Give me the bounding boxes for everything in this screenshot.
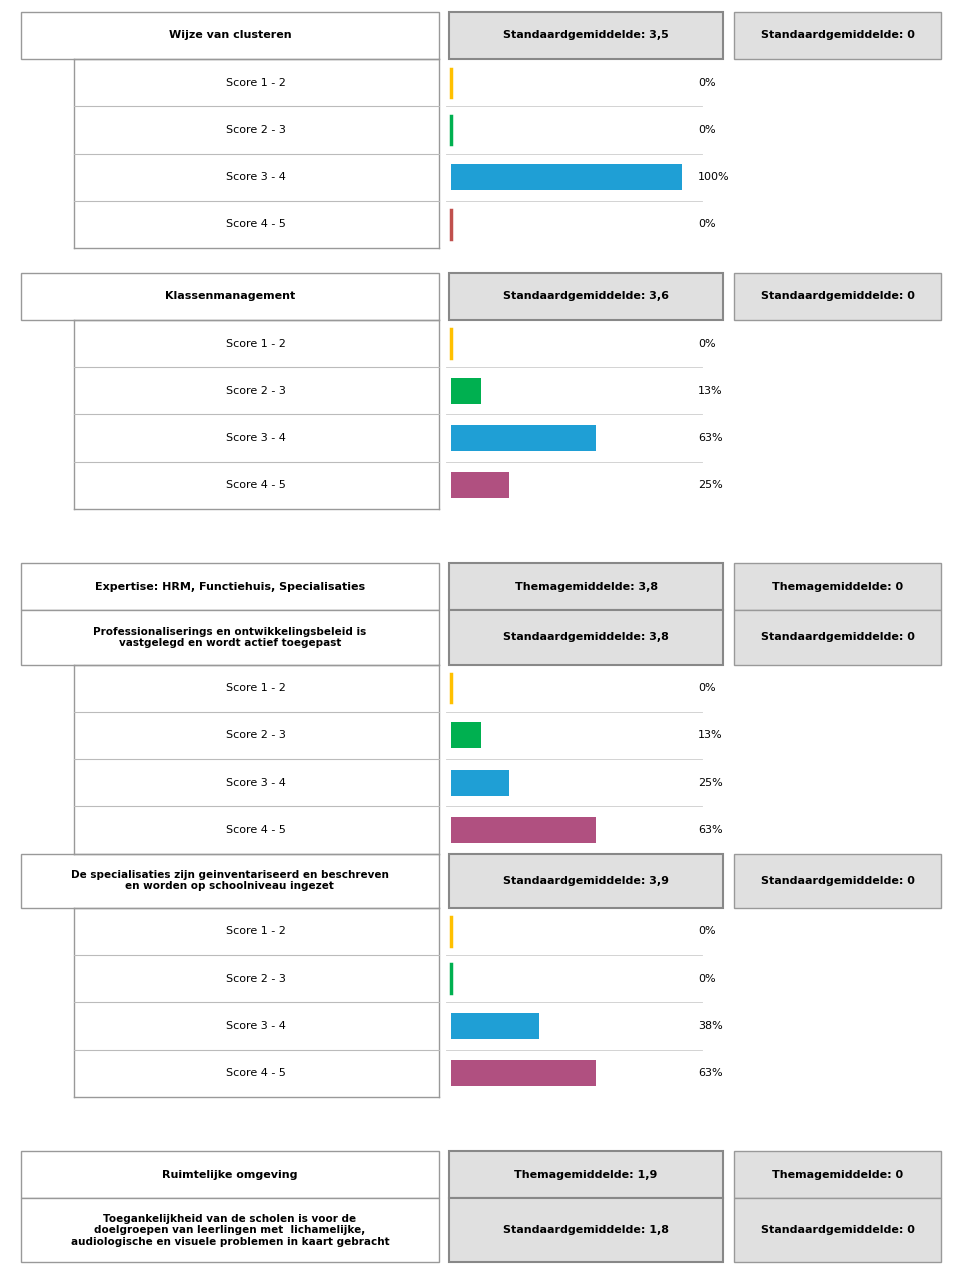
Bar	[451, 722, 481, 748]
Text: Standaardgemiddelde: 0: Standaardgemiddelde: 0	[760, 1226, 915, 1236]
Text: 0%: 0%	[698, 219, 716, 229]
Text: Expertise: HRM, Functiehuis, Specialisaties: Expertise: HRM, Functiehuis, Specialisat…	[95, 582, 365, 592]
Text: Score 3 - 4: Score 3 - 4	[227, 433, 286, 443]
Text: Standaardgemiddelde: 3,8: Standaardgemiddelde: 3,8	[503, 632, 669, 642]
Bar	[449, 1150, 723, 1198]
Bar	[451, 817, 596, 843]
Bar	[449, 273, 723, 320]
Text: Ruimtelijke omgeving: Ruimtelijke omgeving	[162, 1170, 298, 1180]
Text: Klassenmanagement: Klassenmanagement	[165, 292, 295, 302]
Bar	[449, 610, 723, 665]
Text: Standaardgemiddelde: 0: Standaardgemiddelde: 0	[760, 31, 915, 41]
Text: Toegankelijkheid van de scholen is voor de
doelgroepen van leerlingen met  licha: Toegankelijkheid van de scholen is voor …	[71, 1214, 389, 1247]
Bar	[21, 563, 439, 610]
Text: 100%: 100%	[698, 172, 730, 182]
Bar	[21, 11, 439, 59]
Bar	[449, 1198, 723, 1263]
Text: Standaardgemiddelde: 3,9: Standaardgemiddelde: 3,9	[503, 875, 669, 885]
Text: Score 3 - 4: Score 3 - 4	[227, 172, 286, 182]
Text: Standaardgemiddelde: 0: Standaardgemiddelde: 0	[760, 632, 915, 642]
Text: De specialisaties zijn geinventariseerd en beschreven
en worden op schoolniveau : De specialisaties zijn geinventariseerd …	[71, 870, 389, 892]
Text: 63%: 63%	[698, 826, 723, 834]
Text: Wijze van clusteren: Wijze van clusteren	[169, 31, 291, 41]
Bar	[451, 1060, 596, 1087]
Bar	[449, 854, 723, 908]
Text: Themagemiddelde: 0: Themagemiddelde: 0	[772, 1170, 903, 1180]
Bar	[734, 11, 941, 59]
Bar	[449, 563, 723, 610]
Text: Themagemiddelde: 0: Themagemiddelde: 0	[772, 582, 903, 592]
Text: Score 1 - 2: Score 1 - 2	[227, 926, 286, 936]
Bar	[734, 273, 941, 320]
Text: Standaardgemiddelde: 1,8: Standaardgemiddelde: 1,8	[503, 1226, 669, 1236]
Text: 38%: 38%	[698, 1020, 723, 1031]
Text: 25%: 25%	[698, 777, 723, 787]
Bar	[451, 164, 682, 190]
Text: Standaardgemiddelde: 3,5: Standaardgemiddelde: 3,5	[503, 31, 669, 41]
Text: 13%: 13%	[698, 730, 723, 740]
Text: 25%: 25%	[698, 480, 723, 490]
Text: Score 1 - 2: Score 1 - 2	[227, 683, 286, 693]
Text: Score 3 - 4: Score 3 - 4	[227, 1020, 286, 1031]
Text: Score 4 - 5: Score 4 - 5	[227, 480, 286, 490]
Text: Themagemiddelde: 1,9: Themagemiddelde: 1,9	[515, 1170, 658, 1180]
Bar	[21, 1150, 439, 1198]
Text: 0%: 0%	[698, 683, 716, 693]
Bar	[734, 563, 941, 610]
Bar	[734, 1198, 941, 1263]
Bar	[21, 273, 439, 320]
Text: Score 1 - 2: Score 1 - 2	[227, 339, 286, 349]
Text: Standaardgemiddelde: 0: Standaardgemiddelde: 0	[760, 292, 915, 302]
Text: 63%: 63%	[698, 433, 723, 443]
Text: Score 2 - 3: Score 2 - 3	[227, 973, 286, 984]
Text: Score 2 - 3: Score 2 - 3	[227, 125, 286, 135]
Text: 63%: 63%	[698, 1068, 723, 1078]
Text: 0%: 0%	[698, 78, 716, 88]
Text: 0%: 0%	[698, 339, 716, 349]
Text: Standaardgemiddelde: 0: Standaardgemiddelde: 0	[760, 875, 915, 885]
Bar	[451, 769, 509, 796]
Text: Standaardgemiddelde: 3,6: Standaardgemiddelde: 3,6	[503, 292, 669, 302]
Bar	[21, 610, 439, 665]
Bar	[21, 854, 439, 908]
Text: Themagemiddelde: 3,8: Themagemiddelde: 3,8	[515, 582, 658, 592]
Text: 0%: 0%	[698, 973, 716, 984]
Text: 0%: 0%	[698, 926, 716, 936]
Bar	[734, 854, 941, 908]
Bar	[734, 1150, 941, 1198]
Bar	[451, 426, 596, 451]
Bar	[451, 473, 509, 498]
Bar	[734, 610, 941, 665]
Text: 0%: 0%	[698, 125, 716, 135]
Text: Score 4 - 5: Score 4 - 5	[227, 1068, 286, 1078]
Text: 13%: 13%	[698, 386, 723, 396]
Text: Score 2 - 3: Score 2 - 3	[227, 386, 286, 396]
Text: Score 4 - 5: Score 4 - 5	[227, 826, 286, 834]
Text: Score 1 - 2: Score 1 - 2	[227, 78, 286, 88]
Bar	[451, 1013, 539, 1038]
Bar	[21, 1198, 439, 1263]
Text: Professionaliserings en ontwikkelingsbeleid is
vastgelegd en wordt actief toegep: Professionaliserings en ontwikkelingsbel…	[93, 627, 367, 648]
Text: Score 4 - 5: Score 4 - 5	[227, 219, 286, 229]
Bar	[449, 11, 723, 59]
Text: Score 2 - 3: Score 2 - 3	[227, 730, 286, 740]
Bar	[451, 378, 481, 404]
Text: Score 3 - 4: Score 3 - 4	[227, 777, 286, 787]
